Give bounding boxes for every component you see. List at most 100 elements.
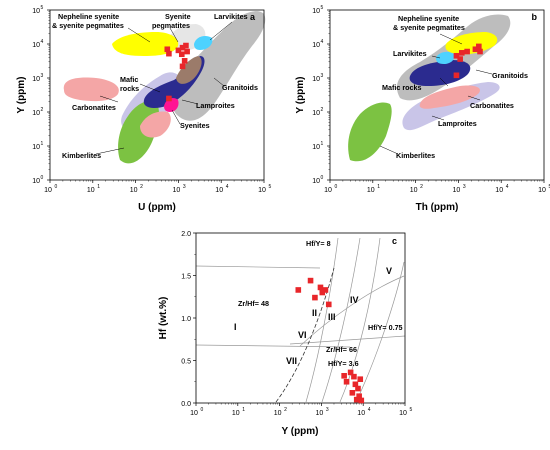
y-tick-label: 10 [312, 42, 320, 49]
x-tick-exponent: 0 [201, 407, 204, 413]
panel-c-boundaries [196, 238, 405, 402]
y-tick-label: 10 [32, 8, 40, 15]
y-tick-exponent: 1 [41, 141, 44, 147]
data-point [354, 397, 360, 403]
line-label-hf-y-36: Hf/Y= 3.6 [328, 359, 359, 368]
label-mafic-a2: rocks [120, 84, 139, 93]
panel-a-ylabel: Y (ppm) [16, 76, 27, 113]
data-point [323, 287, 329, 293]
y-tick-exponent: 1 [321, 141, 324, 147]
data-point [355, 386, 361, 392]
label-carbonatites-a: Carbonatites [72, 103, 116, 112]
x-tick-exponent: 3 [183, 184, 186, 190]
field-label-iv: IV [350, 295, 359, 305]
data-point [350, 390, 356, 396]
label-syenite-pegmatites-a2: pegmatites [152, 21, 190, 30]
x-tick-exponent: 1 [242, 407, 245, 413]
field-carbonatites [64, 78, 119, 102]
data-point [476, 44, 482, 50]
label-granitoids-a: Granitoids [222, 83, 258, 92]
y-tick-exponent: 5 [321, 5, 324, 11]
data-point [457, 56, 463, 62]
x-tick-label: 10 [274, 410, 282, 417]
x-tick-label: 10 [399, 410, 407, 417]
y-tick-label: 10 [32, 178, 40, 185]
data-point [182, 58, 188, 64]
x-tick-exponent: 0 [335, 184, 338, 190]
label-kimberlites-a: Kimberlites [62, 151, 101, 160]
panel-c-xlabel: Y (ppm) [281, 426, 318, 437]
x-tick-label: 10 [324, 187, 332, 194]
x-tick-exponent: 1 [97, 184, 100, 190]
label-carbonatites-b: Carbonatites [470, 101, 514, 110]
x-tick-exponent: 0 [55, 184, 58, 190]
panel-b-ylabel: Y (ppm) [295, 76, 306, 113]
line-label-zr-hf-48: Zr/Hf= 48 [238, 299, 269, 308]
y-tick-label: 10 [312, 8, 320, 15]
field-label-vii: VII [286, 356, 297, 366]
data-point [184, 49, 190, 55]
panel-b-fields [348, 14, 510, 161]
field-kimberlites-b [348, 102, 392, 161]
x-tick-label: 10 [367, 187, 375, 194]
y-tick-label: 10 [32, 144, 40, 151]
y-tick-exponent: 4 [41, 39, 44, 45]
field-label-ii: II [312, 308, 317, 318]
label-nepheline-syenite-a2: & syenite pegmatites [52, 21, 124, 30]
x-tick-exponent: 2 [284, 407, 287, 413]
label-nepheline-syenite-b2: & syenite pegmatites [393, 23, 465, 32]
y-tick-label: 0.5 [181, 359, 191, 366]
y-tick-exponent: 5 [41, 5, 44, 11]
y-tick-label: 10 [312, 110, 320, 117]
x-tick-label: 10 [495, 187, 503, 194]
data-point [454, 73, 460, 79]
y-tick-exponent: 3 [321, 73, 324, 79]
y-tick-label: 10 [312, 178, 320, 185]
y-tick-label: 1.5 [181, 274, 191, 281]
data-point [295, 287, 301, 293]
label-syenites-a: Syenites [180, 121, 210, 130]
label-syenite-pegmatites-a1: Syenite [165, 12, 191, 21]
x-tick-exponent: 3 [463, 184, 466, 190]
label-lamproites-b: Lamproites [438, 119, 477, 128]
data-point [341, 373, 347, 379]
x-tick-label: 10 [87, 187, 95, 194]
y-tick-exponent: 3 [41, 73, 44, 79]
label-mafic-rocks-b: Mafic rocks [382, 83, 422, 92]
panel-c-y-ticks: 0.00.51.01.52.0 [181, 231, 196, 408]
x-tick-label: 10 [357, 410, 365, 417]
panel-b-xlabel: Th (ppm) [416, 202, 459, 213]
x-tick-label: 10 [130, 187, 138, 194]
x-tick-label: 10 [453, 187, 461, 194]
x-tick-label: 10 [316, 410, 324, 417]
label-larvikites-b: Larvikites [393, 49, 427, 58]
y-tick-exponent: 0 [41, 175, 44, 181]
line-label-hf-y-8: Hf/Y= 8 [306, 239, 331, 248]
x-tick-exponent: 4 [368, 407, 371, 413]
field-label-iii: III [328, 312, 336, 322]
data-point [326, 302, 332, 308]
data-point [180, 64, 186, 70]
x-tick-exponent: 3 [326, 407, 329, 413]
panel-a-xlabel: U (ppm) [138, 202, 176, 213]
panel-c-letter: c [392, 236, 397, 246]
y-tick-exponent: 4 [321, 39, 324, 45]
x-tick-label: 10 [538, 187, 546, 194]
data-point [464, 49, 470, 55]
boundary-zrhf-66 [290, 336, 405, 344]
y-tick-exponent: 2 [41, 107, 44, 113]
panel-c-frame [196, 233, 405, 403]
y-tick-label: 1.0 [181, 316, 191, 323]
x-tick-exponent: 2 [140, 184, 143, 190]
y-tick-exponent: 2 [321, 107, 324, 113]
x-tick-label: 10 [410, 187, 418, 194]
field-nepheline-syenite-b [445, 32, 497, 55]
data-point [308, 278, 314, 284]
field-label-vi: VI [298, 330, 307, 340]
x-tick-label: 10 [173, 187, 181, 194]
